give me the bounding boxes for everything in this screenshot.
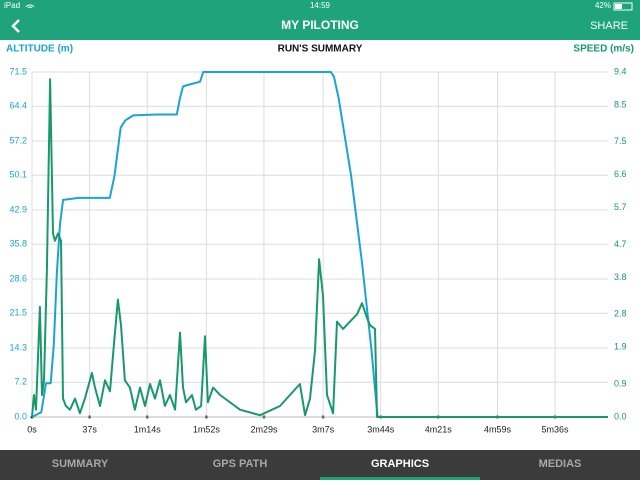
x-tick-label: 4m21s <box>425 424 453 434</box>
x-tick-label: 0s <box>27 424 37 434</box>
y-tick-label: 64.4 <box>9 101 27 111</box>
x-tick-label: 2m29s <box>250 424 278 434</box>
y2-tick-label: 7.5 <box>614 136 627 146</box>
y-tick-label: 57.2 <box>9 135 27 145</box>
share-button[interactable]: SHARE <box>590 20 628 32</box>
x-tick-label: 4m59s <box>484 424 512 434</box>
x-tick-label: 37s <box>82 424 97 434</box>
y2-tick-label: 3.8 <box>614 272 627 282</box>
y-tick-label: 28.6 <box>9 273 27 283</box>
clock: 14:59 <box>310 1 331 10</box>
tab[interactable]: GRAPHICS <box>371 458 429 470</box>
tab[interactable]: MEDIAS <box>539 458 582 470</box>
y2-tick-label: 6.6 <box>614 169 627 179</box>
tab-bar <box>0 450 640 480</box>
wifi-icon <box>25 4 35 9</box>
y-tick-label: 71.5 <box>9 66 27 76</box>
battery-icon <box>613 2 633 11</box>
y-tick-label: 35.8 <box>9 239 27 249</box>
x-tick-label: 3m44s <box>367 424 395 434</box>
back-button[interactable] <box>11 19 20 33</box>
x-tick-label: 5m36s <box>542 424 570 434</box>
tab[interactable]: GPS PATH <box>213 458 268 470</box>
tab[interactable]: SUMMARY <box>52 458 109 470</box>
x-tick-label: 1m14s <box>134 424 162 434</box>
y2-tick-label: 1.9 <box>614 342 627 352</box>
y-tick-label: 0.0 <box>14 411 27 421</box>
y-tick-label: 14.3 <box>9 342 27 352</box>
battery-fill <box>615 4 622 9</box>
y-tick-label: 21.5 <box>9 308 27 318</box>
y2-tick-label: 5.7 <box>614 202 627 212</box>
y-axis-title: ALTITUDE (m) <box>6 44 73 55</box>
y2-tick-label: 2.8 <box>614 309 627 319</box>
y2-tick-label: 0.0 <box>614 411 627 421</box>
y-tick-label: 7.2 <box>14 377 27 387</box>
y2-tick-label: 9.4 <box>614 66 627 76</box>
data-line <box>31 78 608 418</box>
battery-level: 42% <box>595 1 611 10</box>
y2-tick-label: 4.7 <box>614 239 627 249</box>
x-tick-label: 3m7s <box>312 424 335 434</box>
nav-title: MY PILOTING <box>281 18 359 32</box>
device-name: iPad <box>4 1 20 10</box>
y2-tick-label: 8.5 <box>614 99 627 109</box>
data-line <box>31 71 608 418</box>
x-tick-label: 1m52s <box>193 424 221 434</box>
y-tick-label: 50.1 <box>9 170 27 180</box>
header-bg <box>0 0 640 40</box>
y2-axis-title: SPEED (m/s) <box>573 44 634 55</box>
tab-indicator <box>320 477 480 480</box>
chart-title: RUN'S SUMMARY <box>278 44 363 55</box>
y2-tick-label: 0.9 <box>614 378 627 388</box>
y-tick-label: 42.9 <box>9 204 27 214</box>
